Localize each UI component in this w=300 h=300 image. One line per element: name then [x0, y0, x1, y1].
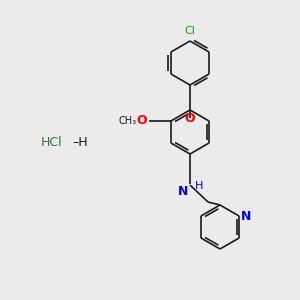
Text: –H: –H: [72, 136, 88, 148]
Text: H: H: [195, 181, 203, 191]
Text: HCl: HCl: [41, 136, 63, 148]
Text: O: O: [136, 115, 147, 128]
Text: O: O: [185, 112, 195, 125]
Text: CH₃: CH₃: [119, 116, 137, 126]
Text: N: N: [178, 185, 188, 198]
Text: Cl: Cl: [184, 26, 195, 36]
Text: N: N: [241, 209, 251, 223]
